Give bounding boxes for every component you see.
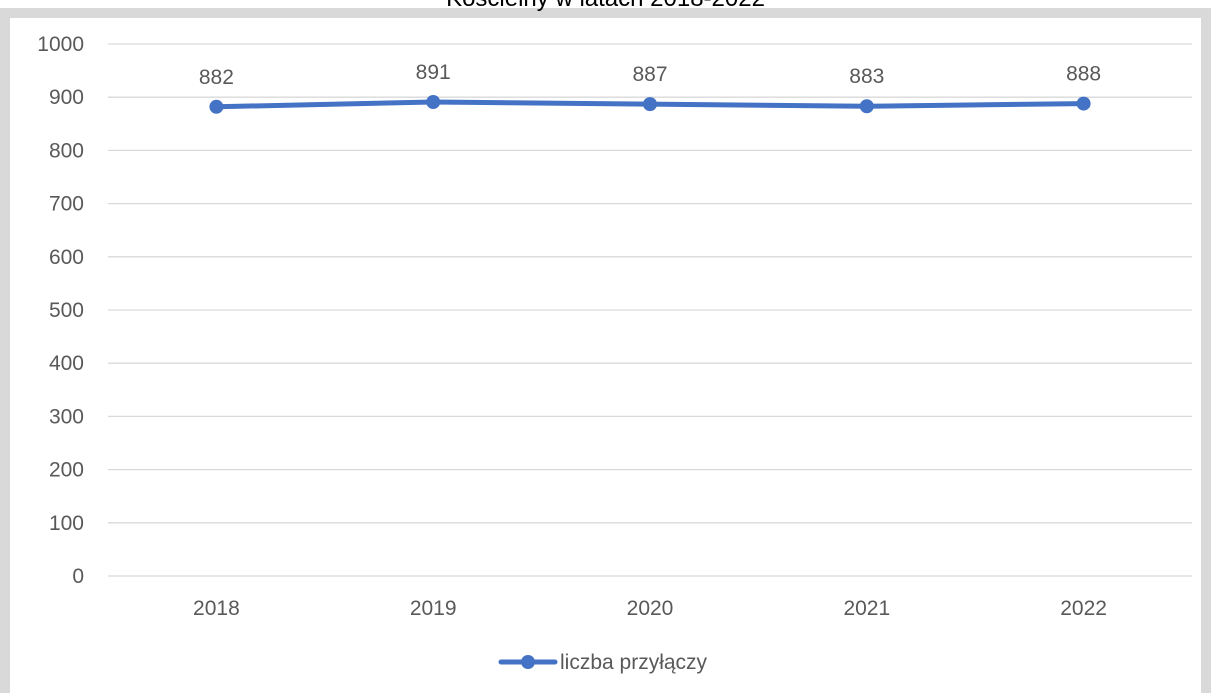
data-point: [1076, 96, 1091, 111]
x-tick-label: 2019: [410, 597, 457, 620]
x-tick-label: 2021: [843, 597, 890, 620]
legend-label: liczba przyłączy: [560, 651, 708, 674]
y-tick-label: 0: [72, 565, 84, 588]
x-tick-label: 2018: [193, 597, 240, 620]
y-tick-label: 200: [49, 459, 84, 482]
legend-point-marker: [521, 655, 535, 669]
legend: liczba przyłączy: [498, 651, 708, 674]
x-tick-label: 2022: [1060, 597, 1107, 620]
y-tick-label: 900: [49, 86, 84, 109]
data-label: 882: [199, 66, 234, 89]
chart-frame: [0, 8, 1211, 693]
data-point: [643, 97, 657, 112]
data-label: 888: [1066, 63, 1101, 86]
data-label: 883: [849, 65, 884, 88]
y-tick-label: 800: [49, 139, 84, 162]
y-tick-label: 600: [49, 246, 84, 269]
data-labels: 882 891 887 883 888: [199, 61, 1101, 89]
y-tick-label: 500: [49, 299, 84, 322]
data-point: [426, 94, 441, 109]
data-label: 891: [416, 61, 451, 84]
y-tick-label: 300: [49, 405, 84, 428]
y-tick-label: 700: [49, 193, 84, 216]
data-point: [859, 99, 874, 114]
chart-title: Kościelny w latach 2018-2022: [0, 0, 1211, 13]
y-axis-ticks: 0 100 200 300 400 500 600 700 800 900 1000: [37, 33, 84, 588]
x-axis-ticks: 2018 2019 2020 2021 2022: [193, 597, 1107, 620]
y-tick-label: 400: [49, 352, 84, 375]
gridlines: [108, 43, 1192, 577]
x-tick-label: 2020: [627, 597, 674, 620]
series-layer: [209, 94, 1091, 114]
data-label: 887: [632, 63, 667, 86]
y-tick-label: 100: [49, 512, 84, 535]
y-tick-label: 1000: [37, 33, 84, 56]
data-point: [209, 99, 224, 114]
